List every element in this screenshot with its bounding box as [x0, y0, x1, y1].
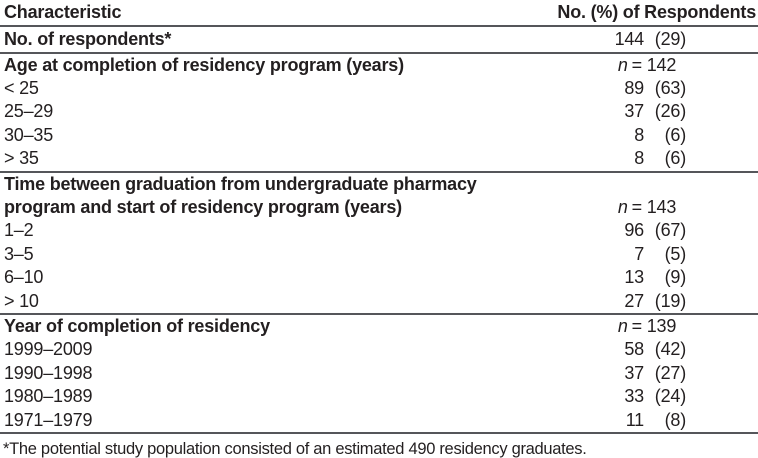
value-cell: 89 (63) [520, 77, 758, 100]
column-header-characteristic: Characteristic [0, 0, 520, 27]
n-count: = 143 [631, 196, 677, 217]
percent-value: (27) [654, 362, 686, 383]
table-row: No. of respondents* 144 (29) [0, 26, 758, 54]
count-value: 58 [624, 339, 644, 360]
count-value: 11 [625, 409, 644, 430]
table-footnote: *The potential study population consiste… [3, 440, 587, 458]
count-value: 27 [624, 290, 644, 311]
characteristic-label: > 10 [0, 289, 520, 315]
value-cell: 144 (29) [520, 26, 758, 54]
percent-value: (29) [654, 29, 686, 49]
table-row: 30–35 8 (6) [0, 124, 758, 147]
percent-value: (42) [654, 339, 686, 360]
table-row: > 10 27 (19) [0, 289, 758, 315]
table-row: 1971–1979 11 (8) [0, 408, 758, 435]
characteristic-label: 1999–2009 [4, 339, 93, 360]
table-section-row: Year of completion of residency n = 139 [0, 314, 758, 338]
table-row: 1999–2009 58 (42) [0, 338, 758, 361]
percent-value: (6) [664, 148, 687, 169]
value-cell: 37 (27) [520, 362, 758, 385]
value-cell: 58 (42) [520, 338, 758, 361]
table-row: > 35 8 (6) [0, 147, 758, 173]
table-row: 1980–1989 33 (24) [0, 385, 758, 408]
n-symbol: n [617, 315, 628, 336]
n-count: = 139 [631, 315, 677, 336]
characteristic-label: < 25 [4, 77, 39, 98]
n-symbol: n [617, 54, 628, 75]
value-cell: 11 (8) [520, 408, 758, 435]
table-row: 1–2 96 (67) [0, 219, 758, 242]
column-header-respondents: No. (%) of Respondents [520, 0, 758, 27]
characteristic-label: 1990–1998 [4, 362, 93, 383]
section-label: Year of completion of residency [4, 315, 270, 336]
count-value: 7 [634, 243, 644, 264]
n-count: = 142 [631, 54, 677, 75]
count-value: 89 [624, 77, 644, 98]
value-cell: 27 (19) [520, 289, 758, 315]
characteristic-label: 1–2 [4, 220, 34, 241]
percent-value: (8) [664, 409, 687, 430]
characteristic-label: No. of respondents* [0, 26, 520, 54]
percent-value: (26) [654, 101, 686, 122]
table-row: 3–5 7 (5) [0, 243, 758, 266]
percent-value: (19) [654, 290, 686, 311]
table-row: 6–10 13 (9) [0, 266, 758, 289]
n-value: n = 142 [608, 54, 686, 77]
section-label: Age at completion of residency program (… [4, 54, 404, 75]
value-cell: 37 (26) [520, 100, 758, 123]
value-cell: 96 (67) [520, 219, 758, 242]
n-value: n = 143 [608, 196, 686, 219]
section-label: Time between graduation from undergradua… [0, 172, 520, 220]
value-cell: n = 139 [520, 314, 758, 338]
characteristic-label: 30–35 [4, 124, 54, 145]
percent-value: (9) [664, 267, 687, 288]
percent-value: (5) [664, 243, 687, 264]
value-cell: 13 (9) [520, 266, 758, 289]
value-cell: 8 (6) [520, 147, 758, 173]
value-cell: 7 (5) [520, 243, 758, 266]
count-value: 33 [624, 386, 644, 407]
n-symbol: n [617, 196, 628, 217]
section-label-line1: Time between graduation from undergradua… [4, 173, 477, 194]
table-row: 1990–1998 37 (27) [0, 362, 758, 385]
value-cell: 8 (6) [520, 124, 758, 147]
percent-value: (24) [654, 386, 686, 407]
characteristic-label: 3–5 [4, 243, 34, 264]
percent-value: (63) [654, 77, 686, 98]
count-value: 8 [634, 124, 644, 145]
table-section-row: Age at completion of residency program (… [0, 53, 758, 77]
value-cell: n = 143 [520, 172, 758, 220]
count-value: 96 [624, 220, 644, 241]
section-label-line2: program and start of residency program (… [4, 196, 402, 217]
count-value: 37 [624, 101, 644, 122]
table-row: < 25 89 (63) [0, 77, 758, 100]
percent-value: (67) [654, 220, 686, 241]
value-cell: n = 142 [520, 53, 758, 77]
count-value: 8 [634, 148, 644, 169]
characteristic-label: 1980–1989 [4, 386, 93, 407]
table-footnote-row: *The potential study population consiste… [0, 433, 758, 458]
value-cell: 33 (24) [520, 385, 758, 408]
table-header-row: Characteristic No. (%) of Respondents [0, 0, 758, 27]
count-value: 37 [624, 362, 644, 383]
count-value: 144 [614, 29, 645, 49]
table-row: 25–29 37 (26) [0, 100, 758, 123]
n-value: n = 139 [608, 315, 686, 338]
characteristic-label: 6–10 [4, 267, 44, 288]
characteristic-label: > 35 [0, 147, 520, 173]
characteristic-label: 25–29 [4, 101, 54, 122]
count-value: 13 [624, 267, 644, 288]
table-section-row: Time between graduation from undergradua… [0, 172, 758, 220]
characteristic-label: 1971–1979 [0, 408, 520, 435]
percent-value: (6) [664, 124, 687, 145]
